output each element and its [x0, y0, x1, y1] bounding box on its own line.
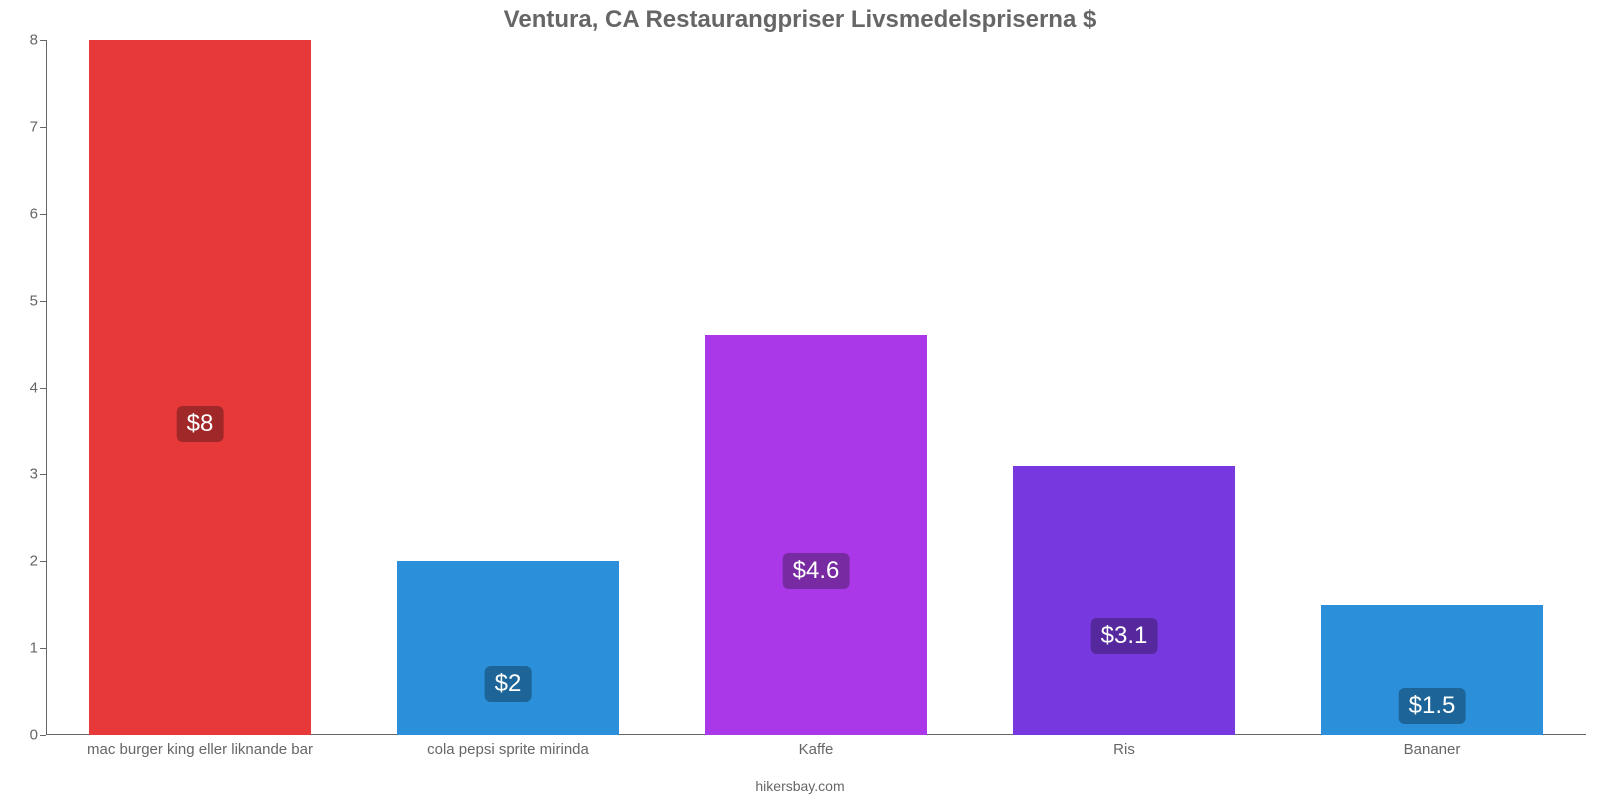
x-tick-label: Ris — [1113, 741, 1135, 758]
y-tick-mark — [40, 735, 46, 736]
bar-value-label: $1.5 — [1399, 688, 1466, 724]
x-tick-label: cola pepsi sprite mirinda — [427, 741, 589, 758]
plot-area: 012345678 $8$2$4.6$3.1$1.5 mac burger ki… — [46, 40, 1586, 735]
bar-value-label: $2 — [485, 666, 532, 702]
bar-value-label: $3.1 — [1091, 618, 1158, 654]
credit-text: hikersbay.com — [755, 778, 844, 794]
bar: $4.6 — [705, 335, 927, 735]
x-tick-label: Kaffe — [799, 741, 834, 758]
bar: $2 — [397, 561, 619, 735]
bar: $8 — [89, 40, 311, 735]
bar: $3.1 — [1013, 466, 1235, 735]
bar-value-label: $4.6 — [783, 553, 850, 589]
x-tick-label: mac burger king eller liknande bar — [87, 741, 313, 758]
x-tick-label: Bananer — [1404, 741, 1461, 758]
bar: $1.5 — [1321, 605, 1543, 735]
chart-container: Ventura, CA Restaurangpriser Livsmedelsp… — [0, 0, 1600, 800]
bar-value-label: $8 — [177, 406, 224, 442]
chart-title: Ventura, CA Restaurangpriser Livsmedelsp… — [0, 0, 1600, 34]
bars-layer: $8 $2 $4.6 $3.1 $1.5 — [46, 40, 1586, 735]
